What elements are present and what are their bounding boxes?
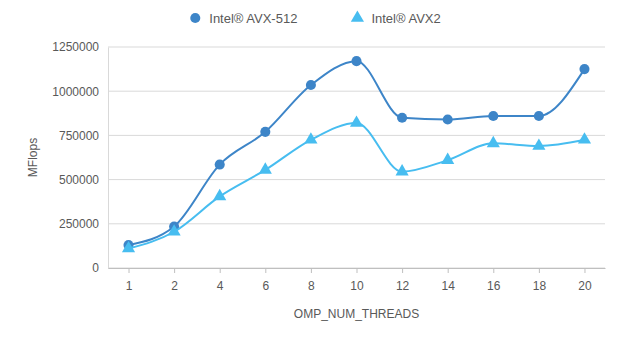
x-tick-mark (539, 268, 540, 273)
y-tick: 250000 (59, 217, 108, 231)
series-marker (304, 132, 317, 143)
x-tick: 12 (396, 268, 410, 293)
y-tick-label: 0 (92, 261, 99, 275)
series-marker (488, 111, 498, 121)
grid-line (108, 47, 605, 48)
series-marker (351, 56, 361, 66)
x-tick-mark (493, 268, 494, 273)
grid (108, 47, 605, 268)
x-tick-label: 6 (262, 279, 269, 293)
x-tick: 20 (578, 268, 592, 293)
x-tick: 8 (308, 268, 315, 293)
series-marker (350, 115, 363, 126)
series-marker (260, 127, 270, 137)
x-tick: 16 (487, 268, 501, 293)
legend-label: Intel® AVX2 (371, 11, 440, 26)
x-tick-mark (448, 268, 449, 273)
chart: 0250000500000750000100000012500001246810… (0, 0, 624, 341)
x-tick-label: 18 (533, 279, 547, 293)
x-tick-label: 16 (487, 279, 501, 293)
x-tick: 18 (533, 268, 547, 293)
x-tick: 10 (350, 268, 364, 293)
series-marker (578, 132, 591, 143)
series-marker (532, 138, 545, 149)
x-tick-label: 8 (308, 279, 315, 293)
x-tick-label: 12 (396, 279, 410, 293)
series-marker (213, 189, 226, 200)
legend-label: Intel® AVX-512 (209, 11, 297, 26)
x-tick-mark (357, 268, 358, 273)
x-tick-mark (174, 268, 175, 273)
y-tick: 0 (92, 261, 108, 275)
x-tick-mark (311, 268, 312, 273)
legend-item: Intel® AVX2 (351, 10, 441, 25)
y-tick-label: 250000 (59, 217, 99, 231)
grid-line (108, 135, 605, 136)
y-tick: 500000 (59, 173, 108, 187)
plot-area (122, 56, 591, 252)
legend-item: Intel® AVX-512 (190, 11, 297, 26)
x-tick: 14 (442, 268, 456, 293)
x-tick-label: 10 (350, 279, 364, 293)
series-marker (122, 241, 135, 252)
y-tick-label: 1000000 (52, 85, 99, 99)
y-axis: 0 250000 500000 750000 1000000 1250000 (52, 40, 108, 275)
x-tick-label: 2 (171, 279, 178, 293)
x-tick-mark (265, 268, 266, 273)
x-tick-mark (220, 268, 221, 273)
x-tick: 1 (126, 268, 133, 293)
x-axis-title: OMP_NUM_THREADS (294, 307, 419, 321)
y-axis-title: MFlops (26, 138, 40, 177)
x-tick-label: 14 (442, 279, 456, 293)
legend-marker (190, 13, 200, 23)
y-tick-label: 500000 (59, 173, 99, 187)
y-tick-label: 1250000 (52, 40, 99, 54)
series-marker (487, 136, 500, 147)
x-tick-mark (584, 268, 585, 273)
x-axis: 12468101214161820 (109, 268, 606, 293)
legend: Intel® AVX-512 Intel® AVX2 (190, 10, 440, 25)
y-tick: 750000 (59, 129, 108, 143)
series-line (129, 123, 585, 249)
series-marker (534, 111, 544, 121)
x-tick-label: 1 (126, 279, 133, 293)
series-marker (443, 114, 453, 124)
x-tick-label: 20 (578, 279, 592, 293)
y-tick: 1250000 (52, 40, 108, 54)
grid-line (108, 179, 605, 180)
series-marker (397, 113, 407, 123)
series-marker (168, 224, 181, 235)
series-marker (396, 164, 409, 175)
grid-line (108, 91, 605, 92)
x-tick: 4 (217, 268, 224, 293)
y-tick: 1000000 (52, 85, 108, 99)
series-marker (306, 80, 316, 90)
series-marker (259, 162, 272, 173)
x-tick-mark (402, 268, 403, 273)
x-tick-label: 4 (217, 279, 224, 293)
series-marker (441, 153, 454, 164)
y-axis-line (108, 48, 109, 269)
series-marker (215, 160, 225, 170)
x-tick: 2 (171, 268, 178, 293)
series-marker (579, 64, 589, 74)
y-tick-label: 750000 (59, 129, 99, 143)
grid-line (108, 223, 605, 224)
legend-marker (351, 10, 364, 21)
series-line (129, 61, 585, 245)
x-tick: 6 (262, 268, 269, 293)
x-tick-mark (129, 268, 130, 273)
